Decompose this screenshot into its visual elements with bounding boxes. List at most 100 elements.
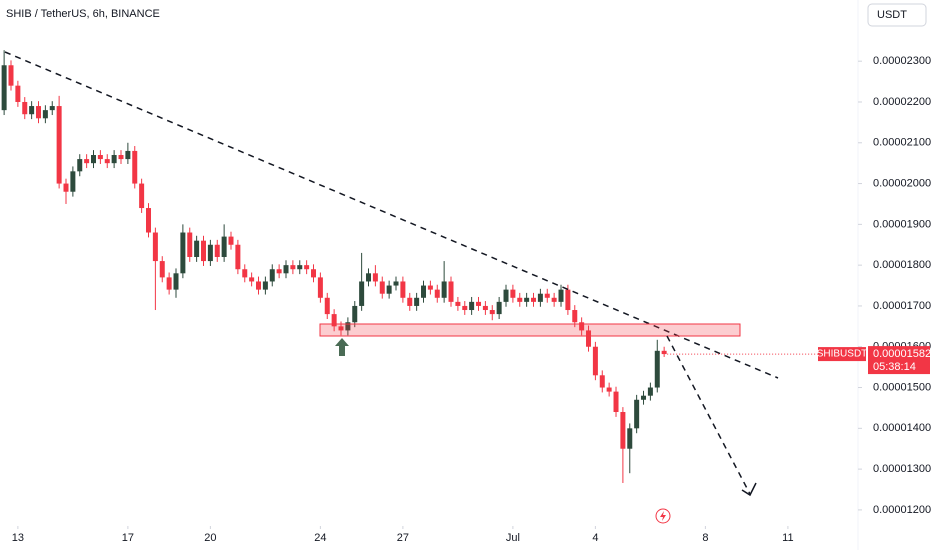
- y-tick-label: 0.00002300: [873, 55, 931, 67]
- candle-body: [476, 301, 482, 306]
- candle-body: [469, 301, 475, 311]
- x-tick-label: 4: [592, 532, 598, 544]
- candle-body: [214, 244, 220, 257]
- candle-body: [627, 428, 633, 449]
- candle-body: [386, 285, 392, 294]
- symbol-tag: [818, 347, 866, 362]
- candle-body: [489, 310, 495, 315]
- y-tick-label: 0.00001300: [873, 463, 931, 475]
- x-tick-label: 17: [122, 532, 134, 544]
- candle-body: [551, 297, 557, 302]
- candle-body: [421, 285, 427, 298]
- candle-body: [586, 330, 592, 347]
- candle-body: [434, 289, 440, 298]
- candle-body: [496, 301, 502, 315]
- candle-body: [324, 297, 330, 315]
- candle-body: [159, 261, 165, 278]
- currency-label[interactable]: USDT: [877, 9, 907, 21]
- candle-body: [427, 285, 433, 290]
- trend-line: [4, 51, 779, 379]
- price-label: 0.00001582: [873, 348, 931, 360]
- candle-body: [49, 106, 55, 111]
- candle-body: [15, 85, 21, 102]
- candle-body: [572, 310, 578, 323]
- y-tick-label: 0.00002000: [873, 177, 931, 189]
- candle-body: [482, 305, 488, 311]
- candle-body: [613, 391, 619, 413]
- x-tick-label: 20: [204, 532, 216, 544]
- candle-body: [407, 297, 413, 306]
- event-bolt: [660, 511, 666, 521]
- candle-body: [331, 314, 337, 327]
- candle-body: [249, 277, 255, 282]
- candle-body: [262, 281, 268, 290]
- y-tick-label: 0.00002100: [873, 137, 931, 149]
- candle-body: [118, 155, 124, 160]
- candle-body: [537, 293, 543, 302]
- candle-body: [414, 297, 420, 306]
- symbol-label: SHIBUSDT: [817, 349, 868, 360]
- candle-body: [166, 277, 172, 290]
- x-tick-label: 8: [702, 532, 708, 544]
- candle-body: [393, 281, 399, 286]
- candle-body: [235, 244, 241, 270]
- candle-body: [654, 350, 660, 388]
- x-tick-label: 11: [782, 532, 793, 544]
- candle-body: [84, 159, 90, 164]
- candle-body: [201, 240, 207, 262]
- projection-line: [666, 335, 751, 495]
- candle-body: [146, 208, 152, 233]
- candle-body: [269, 269, 275, 282]
- candle-body: [276, 269, 282, 274]
- y-tick-label: 0.00001700: [873, 300, 931, 312]
- candle-body: [132, 150, 138, 184]
- candle-body: [180, 232, 186, 274]
- candle-body: [372, 273, 378, 282]
- y-tick-label: 0.00001400: [873, 422, 931, 434]
- candle-body: [173, 273, 179, 290]
- candle-body: [207, 244, 213, 262]
- candle-body: [187, 232, 193, 257]
- candle-body: [22, 101, 28, 115]
- candle-body: [63, 183, 69, 192]
- candle-body: [77, 159, 83, 172]
- candle-body: [1, 65, 7, 111]
- candle-body: [606, 387, 612, 392]
- candle-body: [104, 159, 110, 164]
- candle-body: [228, 236, 234, 245]
- currency-button[interactable]: [867, 3, 927, 27]
- candle-body: [400, 281, 406, 298]
- y-tick-label: 0.00001900: [873, 218, 931, 230]
- candle-body: [56, 106, 62, 184]
- candle-body: [379, 281, 385, 294]
- candle-body: [29, 106, 35, 115]
- candle-body: [338, 326, 344, 331]
- candle-body: [125, 150, 131, 160]
- projection-arrowhead: [741, 482, 757, 497]
- candle-body: [592, 346, 598, 376]
- candle-body: [97, 155, 103, 160]
- x-tick-label: Jul: [506, 532, 520, 544]
- candle-body: [152, 232, 158, 262]
- candle-body: [510, 289, 516, 298]
- candle-body: [256, 281, 262, 290]
- chart-title: SHIB / TetherUS, 6h, BINANCE: [6, 8, 160, 20]
- candle-body: [441, 281, 447, 298]
- candle-body: [352, 305, 358, 323]
- candle-body: [448, 281, 454, 302]
- up-arrow: [335, 338, 349, 356]
- x-tick-label: 24: [314, 532, 326, 544]
- candle-body: [111, 155, 117, 164]
- candle-body: [345, 322, 351, 331]
- candle-body: [317, 277, 323, 298]
- candle-body: [139, 183, 145, 209]
- candle-body: [311, 269, 317, 278]
- countdown-label: 05:38:14: [873, 361, 916, 373]
- candle-body: [462, 305, 468, 311]
- candle-body: [641, 395, 647, 400]
- candle-body: [524, 297, 530, 302]
- y-tick-label: 0.00001200: [873, 504, 931, 516]
- candle-body: [290, 265, 296, 270]
